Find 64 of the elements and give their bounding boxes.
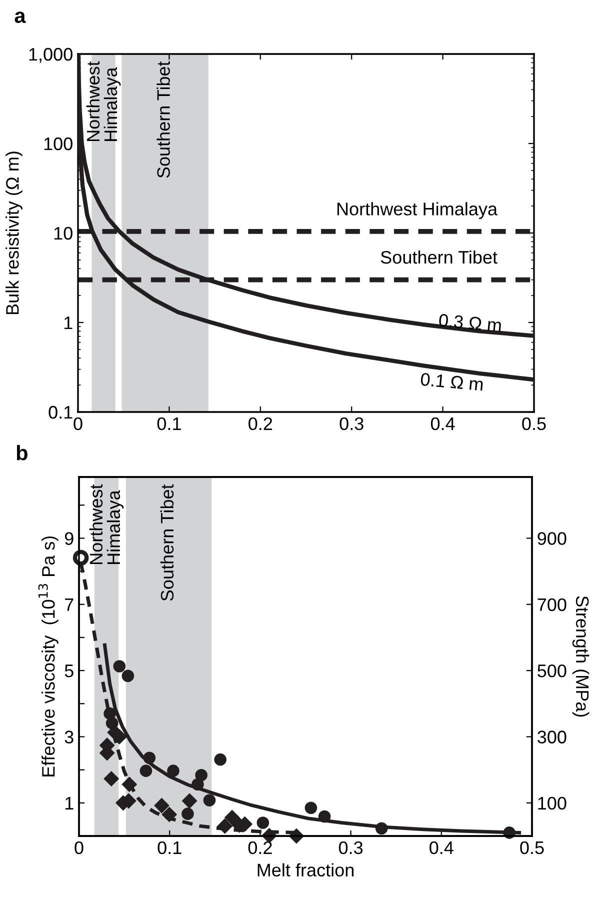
y-tick-label: 1,000: [29, 48, 72, 63]
y-tick-label: 9: [64, 532, 74, 545]
point: [203, 794, 216, 806]
chart-title: b: [16, 445, 28, 460]
band-label: Southern Tibet: [160, 484, 174, 601]
band-label: Southern Tibet: [156, 61, 170, 178]
y-tick-label: 1: [65, 797, 74, 810]
point: [182, 808, 194, 820]
point: [122, 776, 138, 792]
point: [104, 707, 116, 720]
y-tick-label: 100: [44, 137, 72, 150]
band-label: Northwest Himalaya: [86, 61, 121, 141]
y-tick-label: 1: [64, 316, 72, 330]
point: [72, 550, 89, 566]
x-tick-label: 0.1: [158, 841, 182, 854]
band-label: Northwest Himalaya: [89, 484, 124, 564]
point: [140, 764, 152, 777]
point: [304, 802, 318, 814]
point: [256, 816, 270, 829]
point: [104, 771, 119, 786]
point: [224, 810, 240, 826]
point: [318, 810, 331, 823]
point: [113, 660, 126, 672]
y-tick-label: 3: [64, 730, 74, 744]
chart-title: a: [14, 12, 26, 24]
y-axis-title: Bulk resistivity (Ω m): [6, 152, 22, 314]
x-tick-label: 0.2: [248, 841, 272, 854]
y-tick-label: 5: [64, 664, 74, 678]
x-tick-label: 0.4: [430, 417, 455, 430]
point: [195, 768, 208, 782]
point: [167, 764, 180, 777]
y2-axis-title: Strength (MPa): [572, 596, 590, 717]
ref-line-label: Northwest Himalaya: [337, 202, 498, 219]
x-tick-label: 0.5: [520, 841, 544, 854]
x-tick-label: 0: [74, 841, 84, 854]
x-tick-label: 0.3: [340, 417, 364, 430]
point: [375, 822, 388, 835]
y2-tick-label: 100: [538, 796, 566, 810]
ref-line-label: Southern Tibet: [380, 250, 498, 264]
x-axis-title: Melt fraction: [258, 863, 354, 877]
y-axis-title: Effective viscosity (10$^{13}$ Pa s): [38, 536, 58, 776]
y-tick-label: 10: [54, 226, 72, 240]
y-tick-label: 7: [65, 598, 74, 611]
point: [192, 778, 204, 791]
point: [214, 753, 226, 766]
point: [154, 798, 170, 814]
annotation: 0.3 Ω m: [438, 314, 502, 332]
x-tick-label: 0.5: [522, 417, 546, 430]
y-tick-label: 0.1: [48, 406, 72, 419]
x-tick-label: 0.4: [430, 841, 454, 854]
point: [217, 818, 232, 834]
annotation: 0.1 Ω m: [420, 372, 484, 391]
y2-tick-label: 300: [538, 730, 566, 744]
y2-tick-label: 700: [538, 598, 566, 612]
x-tick-label: 0.2: [248, 417, 272, 430]
point: [182, 793, 198, 809]
y2-tick-label: 900: [538, 532, 566, 545]
x-tick-label: 0: [74, 417, 82, 430]
point: [122, 670, 134, 682]
x-tick-label: 0.1: [157, 417, 181, 430]
x-tick-label: 0.3: [338, 841, 363, 854]
y2-tick-label: 500: [538, 664, 566, 678]
point: [143, 752, 156, 764]
point: [162, 806, 177, 822]
